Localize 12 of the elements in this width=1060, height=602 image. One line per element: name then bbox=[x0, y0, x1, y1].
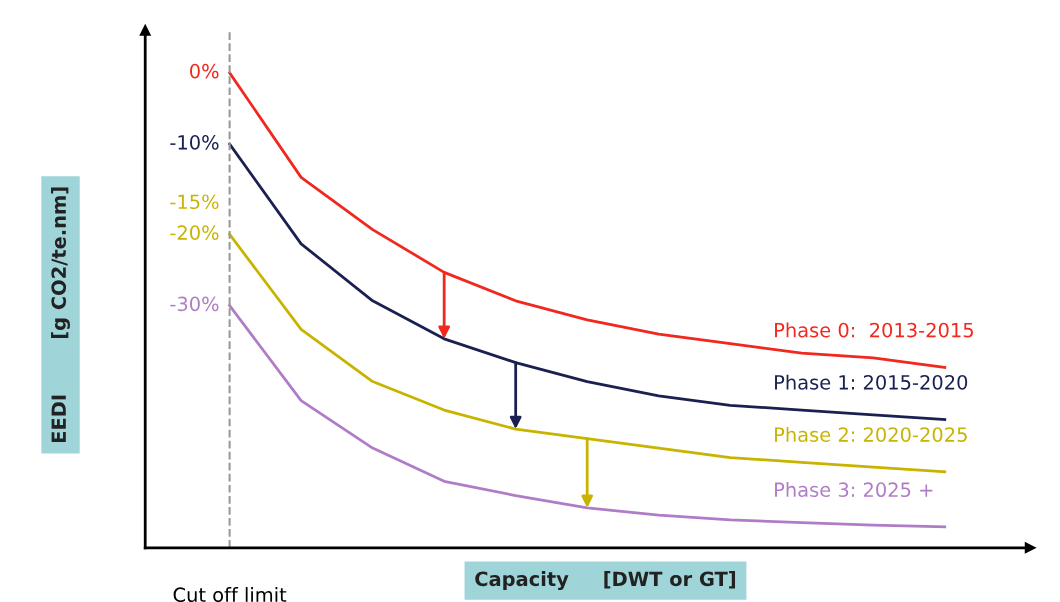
annotation: -20% bbox=[170, 225, 219, 240]
annotation: -30% bbox=[170, 296, 219, 312]
series-label: Phase 0: 2013-2015 bbox=[775, 322, 973, 338]
text: Cut off limit bbox=[173, 587, 287, 602]
annotation: -10% bbox=[170, 135, 219, 150]
series-label: Phase 2: 2020-2025 bbox=[775, 426, 967, 442]
x-axis-title: Capacity [DWT or GT] bbox=[475, 571, 736, 591]
annotation: -15% bbox=[170, 194, 219, 210]
series-label: Phase 3: 2025 + bbox=[775, 481, 933, 498]
y-axis-title: EEDI [g CO2/te.nm] bbox=[51, 187, 70, 443]
series-label: Phase 1: 2015-2020 bbox=[775, 374, 968, 390]
annotation: 0% bbox=[190, 63, 219, 79]
